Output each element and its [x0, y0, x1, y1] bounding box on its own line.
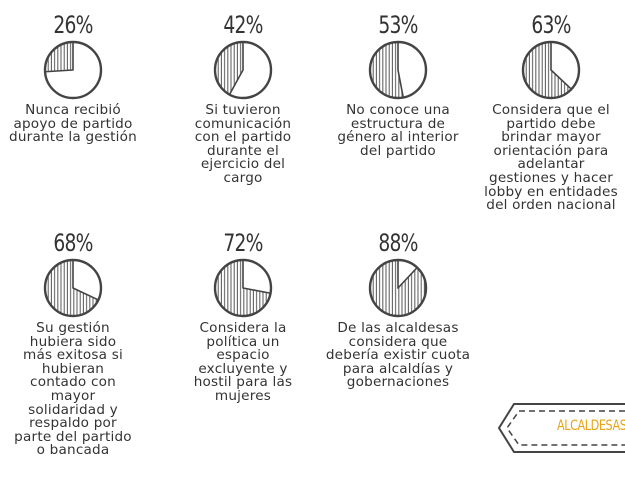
alcaldesas-label: ALCALDESAS: [557, 418, 625, 434]
pie-chart: [521, 40, 581, 100]
alcaldesas-banner: [497, 403, 625, 453]
pie-item-4: 63% Considera que el partido debe brindar…: [476, 12, 625, 213]
pie-description: De las alcaldesas considera que debería …: [325, 320, 471, 391]
pie-item-1: 26% Nunca recibió apoyo de partido durant…: [0, 12, 148, 145]
percentage-label: 53%: [378, 11, 418, 39]
pie-item-5: 68% Su gestión hubiera sido más exitosa s…: [0, 230, 148, 458]
pie-description: No conoce una estructura de género al in…: [337, 102, 459, 159]
percentage-label: 68%: [53, 229, 93, 257]
pie-item-7: 88% De las alcaldesas considera que deber…: [323, 230, 473, 390]
percentage-label: 26%: [53, 11, 93, 39]
pie-description: Considera que el partido debe brindar ma…: [484, 102, 618, 214]
pie-item-3: 53% No conoce una estructura de género al…: [323, 12, 473, 158]
percentage-label: 42%: [223, 11, 263, 39]
percentage-label: 88%: [378, 229, 418, 257]
pie-item-2: 42% Si tuvieron comunicación con el parti…: [168, 12, 318, 186]
pie-outline: [368, 40, 428, 100]
pie-chart: [368, 40, 428, 100]
pie-description: Nunca recibió apoyo de partido durante l…: [9, 102, 137, 146]
percentage-label: 72%: [223, 229, 263, 257]
pie-outline: [43, 258, 103, 318]
pie-description: Si tuvieron comunicación con el partido …: [194, 102, 292, 186]
pie-outline: [213, 40, 273, 100]
pie-chart: [213, 40, 273, 100]
pie-outline: [213, 258, 273, 318]
percentage-label: 63%: [531, 11, 571, 39]
pie-description: Su gestión hubiera sido más exitosa si h…: [14, 320, 132, 459]
pie-description: Considera la política un espacio excluye…: [193, 320, 293, 404]
pie-chart: [368, 258, 428, 318]
pie-item-6: 72% Considera la política un espacio excl…: [168, 230, 318, 404]
pie-chart: [43, 258, 103, 318]
pie-outline: [368, 258, 428, 318]
pie-outline: [43, 40, 103, 100]
pie-chart: [43, 40, 103, 100]
pie-slice: [369, 41, 405, 99]
pie-outline: [521, 40, 581, 100]
pie-chart: [213, 258, 273, 318]
